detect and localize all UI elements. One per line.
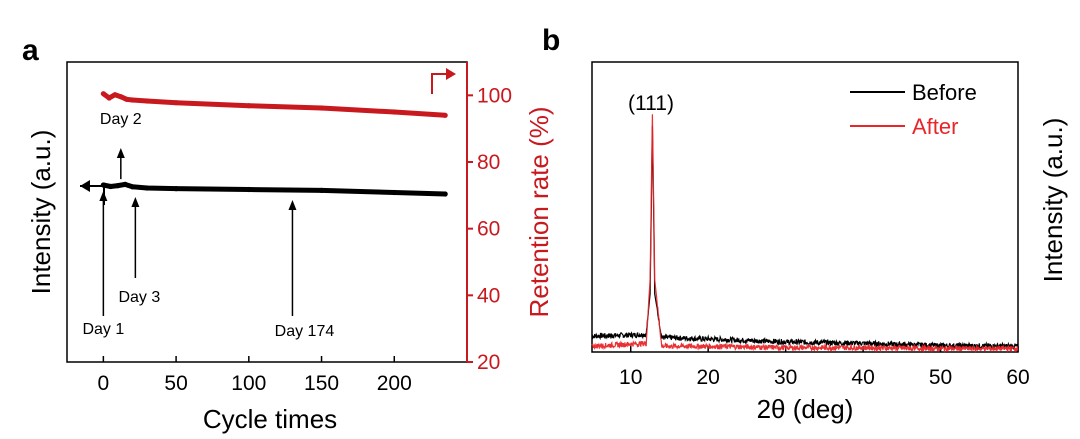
panel-a-x-ticks: 0 50 100 150 200 bbox=[98, 356, 412, 395]
annotation-label: Day 3 bbox=[118, 289, 160, 306]
peak-label: (111) bbox=[628, 92, 674, 115]
x-tick-label: 50 bbox=[164, 372, 187, 395]
panel-a-series bbox=[100, 91, 448, 197]
right-tick-label: 40 bbox=[477, 284, 500, 307]
annotation-label: Day 2 bbox=[100, 111, 142, 128]
x-tick-label: 100 bbox=[231, 372, 266, 395]
annotation-arrowhead bbox=[288, 200, 297, 211]
data-point bbox=[246, 186, 252, 193]
data-point bbox=[108, 183, 114, 190]
data-point bbox=[122, 181, 128, 187]
data-point bbox=[318, 187, 325, 193]
legend-before: Before bbox=[912, 80, 977, 105]
right-axis-arrow bbox=[431, 73, 452, 94]
series-line-before bbox=[591, 125, 1019, 351]
data-point bbox=[144, 185, 150, 191]
data-point bbox=[129, 97, 136, 103]
data-point bbox=[106, 95, 112, 101]
data-point bbox=[100, 91, 106, 97]
data-point bbox=[124, 96, 130, 102]
data-point bbox=[144, 98, 150, 104]
panel-a-xlabel: Cycle times bbox=[203, 404, 337, 434]
x-tick-label: 50 bbox=[929, 366, 952, 389]
data-point bbox=[246, 103, 252, 109]
left-axis-arrowhead bbox=[80, 180, 90, 192]
x-tick-label: 40 bbox=[851, 366, 874, 389]
panel-b-ylabel: Intensity (a.u.) bbox=[1038, 118, 1068, 283]
x-tick-label: 30 bbox=[774, 366, 797, 389]
annotation-arrowhead bbox=[131, 197, 140, 208]
panel-a-label: a bbox=[22, 34, 39, 67]
panel-b-frame bbox=[591, 61, 1019, 353]
data-point bbox=[391, 189, 397, 196]
data-point bbox=[118, 94, 124, 100]
x-tick-label: 0 bbox=[98, 372, 110, 395]
data-point bbox=[115, 183, 121, 189]
legend-after: After bbox=[912, 114, 958, 139]
panel-b-label: b bbox=[542, 24, 560, 57]
right-axis-arrowhead bbox=[446, 68, 456, 80]
data-point bbox=[318, 105, 325, 111]
data-point bbox=[442, 191, 448, 197]
data-point bbox=[112, 92, 118, 98]
panel-a-ylabel-left: Intensity (a.u.) bbox=[26, 130, 56, 295]
x-tick-label: 60 bbox=[1006, 366, 1029, 389]
x-tick-label: 20 bbox=[697, 366, 720, 389]
data-point bbox=[129, 184, 136, 190]
panel-b-series bbox=[591, 114, 1019, 354]
right-tick-label: 60 bbox=[477, 218, 500, 241]
x-tick-label: 10 bbox=[619, 366, 642, 389]
series-line-after bbox=[591, 114, 1019, 354]
right-tick-label: 100 bbox=[477, 84, 512, 107]
data-point bbox=[173, 186, 179, 192]
data-point bbox=[173, 100, 179, 106]
annotation-label: Day 174 bbox=[275, 323, 335, 340]
panel-a-annotations: Day 1 Day 2 Day 3 Day 174 bbox=[82, 111, 334, 340]
left-axis-arrow bbox=[80, 185, 105, 205]
x-tick-label: 150 bbox=[304, 372, 339, 395]
right-tick-label: 80 bbox=[477, 151, 500, 174]
annotation-arrowhead bbox=[116, 148, 125, 158]
data-point bbox=[442, 112, 448, 118]
panel-a-right-ticks: 20 40 60 80 100 bbox=[467, 84, 512, 374]
x-tick-label: 200 bbox=[377, 372, 412, 395]
data-point bbox=[391, 109, 397, 115]
right-tick-label: 20 bbox=[477, 351, 500, 374]
panel-b-xlabel: 2θ (deg) bbox=[757, 394, 854, 424]
panel-a-ylabel-right: Retention rate (%) bbox=[524, 107, 554, 318]
annotation-label: Day 1 bbox=[82, 321, 124, 338]
